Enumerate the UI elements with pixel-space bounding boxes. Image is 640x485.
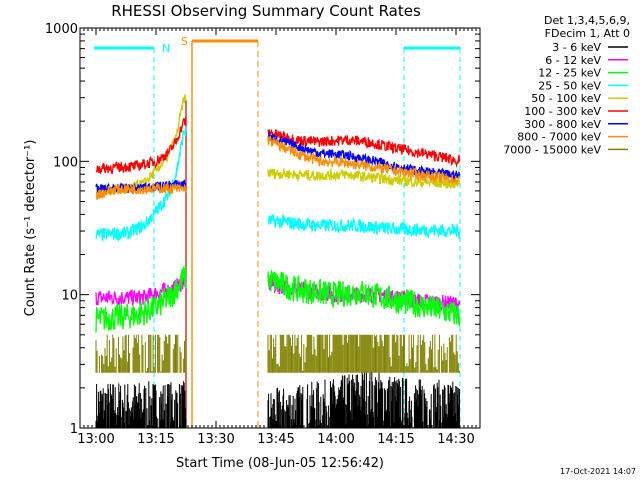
legend-label-2: 12 - 25 keV (538, 67, 601, 80)
series-8 (95, 334, 460, 373)
x-axis: 13:00 13:15 13:30 13:45 14:00 14:15 14:30 (77, 28, 481, 447)
series-7-segment-0 (95, 182, 187, 200)
x-tick-label-1: 13:15 (137, 432, 174, 447)
legend-label-0: 3 - 6 keV (552, 41, 601, 54)
x-tick-label-5: 14:15 (377, 432, 414, 447)
series-3-segment-1 (267, 212, 461, 240)
x-axis-label: Start Time (08-Jun-05 12:56:42) (176, 456, 384, 471)
legend-label-1: 6 - 12 keV (545, 54, 601, 67)
series-6-segment-1 (267, 131, 461, 182)
x-tick-label-2: 13:30 (197, 432, 234, 447)
legend-header-line-2: FDecim 1, Att 0 (545, 27, 630, 40)
series-5 (95, 116, 461, 175)
y-tick-label-2: 100 (53, 155, 78, 170)
series-2-segment-1 (267, 270, 461, 327)
legend-label-8: 7000 - 15000 keV (503, 143, 601, 156)
series-7-segment-1 (267, 135, 461, 185)
series-0-segment-1 (267, 370, 460, 428)
y-axis-label: Count Rate (s⁻¹ detector⁻¹) (23, 140, 38, 317)
legend: Det 1,3,4,5,6,9, FDecim 1, Att 0 3 - 6 k… (503, 14, 630, 156)
chart-title: RHESSI Observing Summary Count Rates (111, 2, 421, 20)
series-0-segment-0 (96, 381, 187, 428)
legend-header-line-1: Det 1,3,4,5,6,9, (544, 14, 630, 27)
series-4-segment-1 (267, 167, 461, 190)
legend-label-6: 300 - 800 keV (524, 118, 601, 131)
legend-label-4: 50 - 100 keV (531, 92, 601, 105)
series-2 (95, 264, 461, 333)
series-7 (95, 135, 461, 200)
date-stamp: 17-Oct-2021 14:07 (560, 467, 636, 476)
series-2-segment-0 (95, 264, 187, 333)
y-tick-label-0: 1 (70, 422, 78, 437)
series-5-segment-0 (95, 116, 187, 175)
y-axis: 1 10 100 1000 (45, 22, 480, 437)
saa-label: S (181, 35, 188, 48)
plot-area: NS (94, 35, 461, 428)
series-8-segment-1 (267, 334, 460, 373)
legend-label-5: 100 - 300 keV (524, 105, 601, 118)
x-tick-label-3: 13:45 (257, 432, 294, 447)
x-tick-label-6: 14:30 (437, 432, 474, 447)
series-8-segment-0 (95, 334, 187, 373)
x-tick-label-4: 14:00 (317, 432, 354, 447)
legend-label-7: 800 - 7000 keV (517, 131, 601, 144)
y-tick-label-1: 10 (61, 289, 78, 304)
x-tick-label-0: 13:00 (77, 432, 114, 447)
night-label: N (162, 42, 170, 55)
series-5-segment-1 (267, 128, 461, 169)
series-0 (96, 370, 460, 428)
legend-label-3: 25 - 50 keV (538, 79, 601, 92)
y-tick-label-3: 1000 (45, 22, 78, 37)
